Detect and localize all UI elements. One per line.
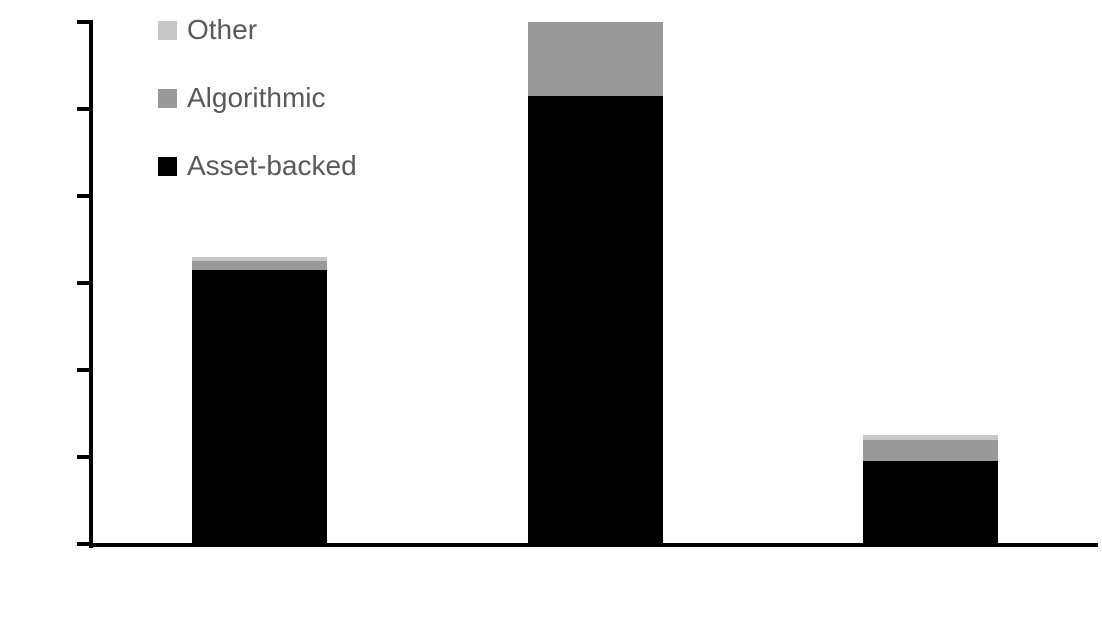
legend-item-algorithmic: Algorithmic xyxy=(158,84,357,112)
bar-segment-algorithmic xyxy=(862,439,998,462)
legend-item-other: Other xyxy=(158,16,357,44)
bar-segment-algorithmic xyxy=(192,261,328,270)
y-tick-label xyxy=(0,354,58,386)
y-tick xyxy=(77,20,90,24)
y-tick-label xyxy=(0,441,58,473)
y-tick-label xyxy=(0,528,58,560)
y-tick-label xyxy=(0,93,58,125)
bar-segment-asset-backed xyxy=(192,269,328,544)
legend-swatch-icon xyxy=(158,88,177,108)
legend-swatch-icon xyxy=(158,156,177,176)
y-tick xyxy=(77,368,90,372)
y-tick-label xyxy=(0,180,58,212)
y-tick xyxy=(77,281,90,285)
legend-label: Asset-backed xyxy=(187,150,357,181)
y-tick-label xyxy=(0,6,58,38)
bar-segment-asset-backed xyxy=(862,461,998,544)
y-tick-label xyxy=(0,267,58,299)
legend-label: Algorithmic xyxy=(187,82,326,113)
legend-label: Other xyxy=(187,14,258,45)
legend-swatch-icon xyxy=(158,20,177,40)
legend: Other Algorithmic Asset-backed xyxy=(158,16,357,220)
y-tick xyxy=(77,194,90,198)
legend-item-asset-backed: Asset-backed xyxy=(158,152,357,180)
bar-segment-other xyxy=(862,435,998,440)
bar-segment-asset-backed xyxy=(527,95,663,544)
y-axis-line xyxy=(89,20,93,548)
y-tick xyxy=(77,107,90,111)
x-axis-line xyxy=(89,543,1098,547)
bar-segment-other xyxy=(192,256,328,262)
y-tick xyxy=(77,455,90,459)
y-tick xyxy=(77,542,90,546)
bar-segment-algorithmic xyxy=(527,22,663,96)
